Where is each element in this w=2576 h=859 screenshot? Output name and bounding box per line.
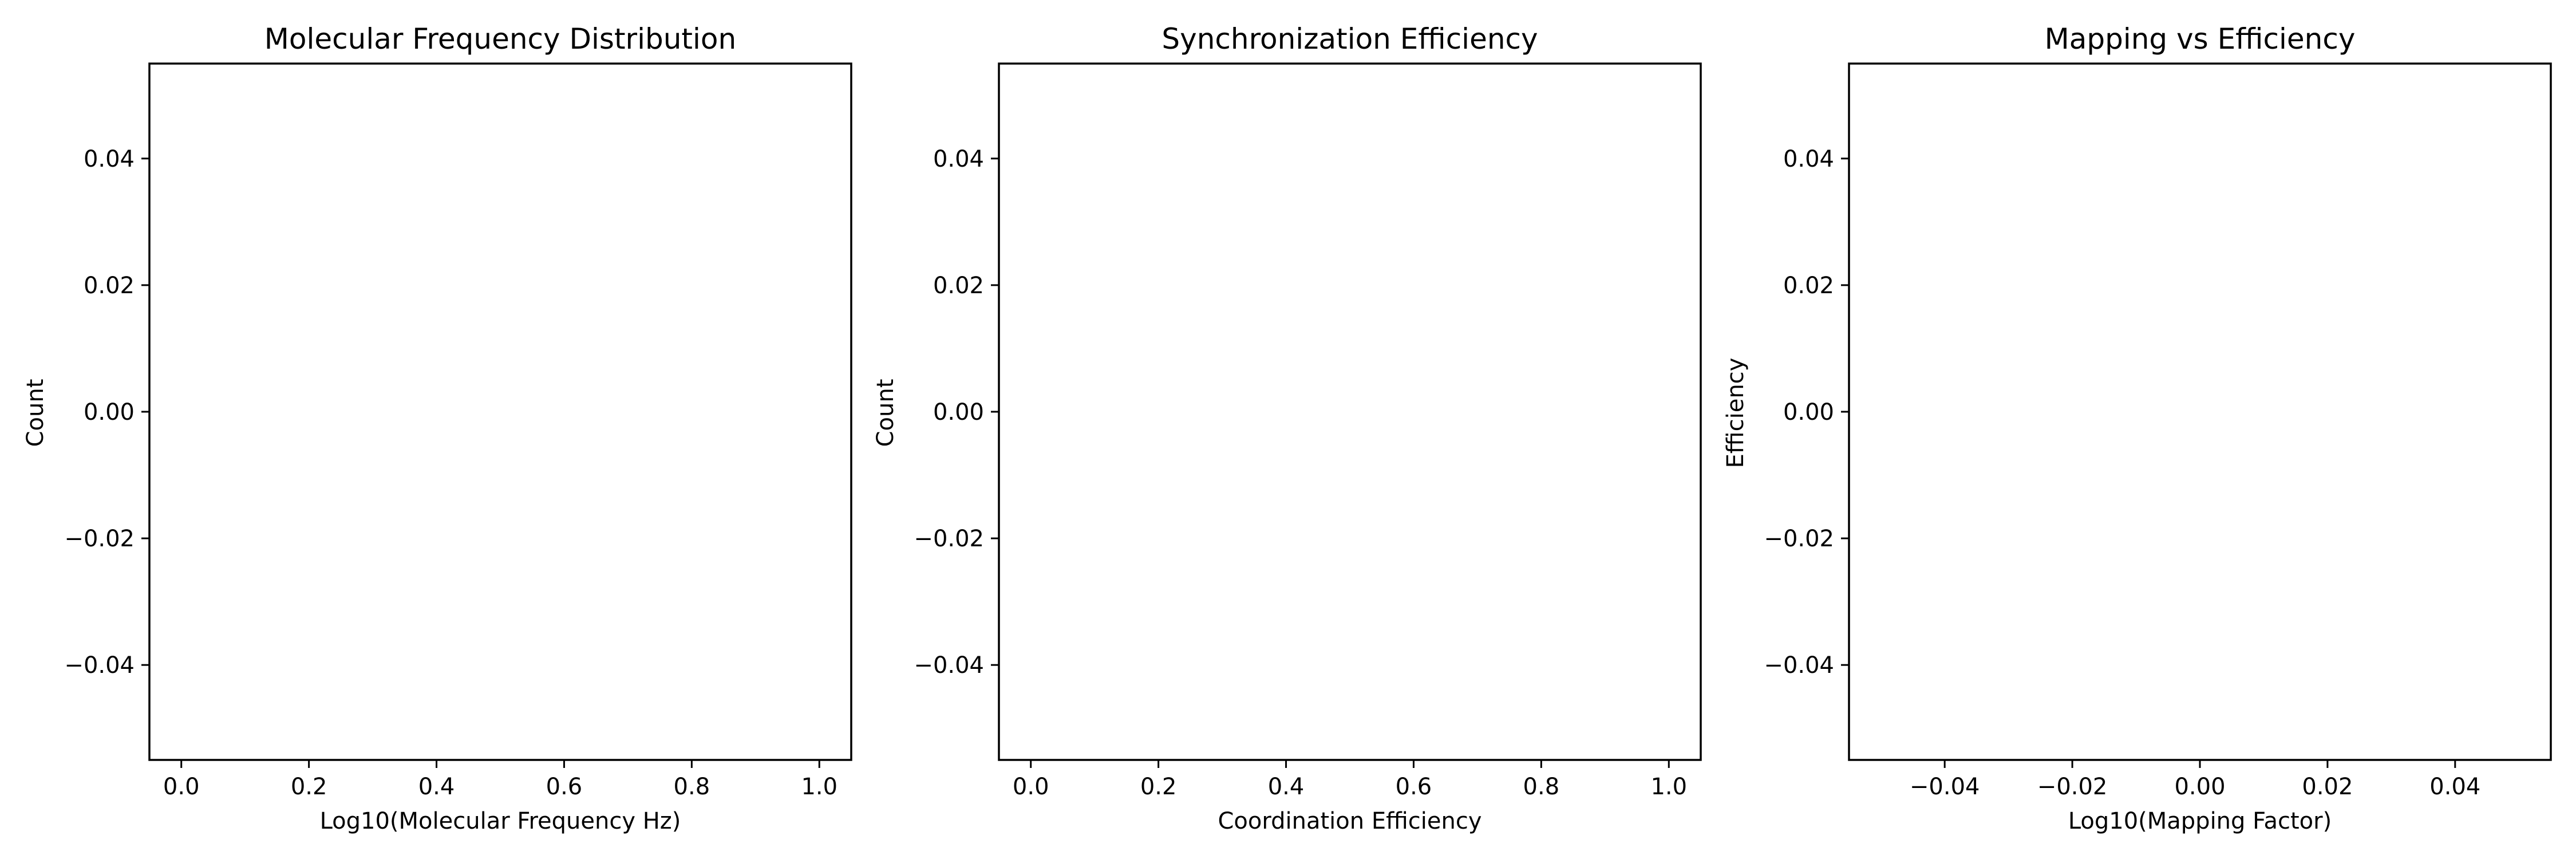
y-tick-label: 0.04 xyxy=(84,146,135,172)
x-axis-label: Log10(Mapping Factor) xyxy=(2068,808,2332,834)
y-tick-label: −0.02 xyxy=(1764,526,1834,552)
y-tick-label: 0.00 xyxy=(84,399,135,425)
chart-title: Synchronization Efficiency xyxy=(1161,22,1538,56)
y-tick-label: 0.02 xyxy=(933,273,984,299)
x-tick-label: −0.04 xyxy=(1910,774,1980,800)
y-tick-label: 0.04 xyxy=(1783,146,1834,172)
x-tick-label: 0.0 xyxy=(163,774,200,800)
y-axis-label: Count xyxy=(22,379,49,447)
ticks: 0.0 0.2 0.4 0.6 0.8 1.0 −0.04 −0.02 0.00 0.02 0.04 xyxy=(914,146,1687,800)
y-tick-label: 0.04 xyxy=(933,146,984,172)
x-axis-label: Coordination Efficiency xyxy=(1218,808,1482,834)
ticks: −0.04 −0.02 0.00 0.02 0.04 −0.04 −0.02 0.00 0.02… xyxy=(1764,146,2480,800)
x-tick-label: 0.0 xyxy=(1013,774,1049,800)
chart-title: Molecular Frequency Distribution xyxy=(264,22,736,56)
y-tick-label: −0.02 xyxy=(64,526,135,552)
chart-panel-mapping-vs-efficiency: Mapping vs Efficiency Log10(Mapping Fact… xyxy=(1722,22,2552,834)
plot-frame xyxy=(148,62,852,761)
plot-frame xyxy=(1848,62,2552,761)
x-tick-label: 1.0 xyxy=(801,774,837,800)
x-tick-label: 0.2 xyxy=(1140,774,1177,800)
x-tick-label: 1.0 xyxy=(1650,774,1687,800)
x-tick-label: 0.00 xyxy=(2174,774,2225,800)
x-tick-label: 0.6 xyxy=(546,774,583,800)
x-tick-label: 0.02 xyxy=(2302,774,2353,800)
x-tick-label: 0.8 xyxy=(1523,774,1560,800)
y-tick-label: 0.02 xyxy=(1783,273,1834,299)
chart-title: Mapping vs Efficiency xyxy=(2045,22,2356,56)
x-tick-label: 0.4 xyxy=(1268,774,1305,800)
x-tick-label: 0.8 xyxy=(674,774,710,800)
y-tick-label: 0.00 xyxy=(1783,399,1834,425)
x-tick-label: 0.2 xyxy=(291,774,327,800)
y-tick-label: −0.04 xyxy=(1764,652,1834,679)
y-tick-label: −0.04 xyxy=(914,652,984,679)
y-tick-label: −0.02 xyxy=(914,526,984,552)
plot-frame xyxy=(998,62,1702,761)
y-tick-label: −0.04 xyxy=(64,652,135,679)
x-axis-label: Log10(Molecular Frequency Hz) xyxy=(320,808,681,834)
x-tick-label: 0.04 xyxy=(2429,774,2480,800)
chart-panel-synchronization-efficiency: Synchronization Efficiency Coordination … xyxy=(872,22,1702,834)
y-axis-label: Efficiency xyxy=(1722,358,1749,468)
ticks: 0.0 0.2 0.4 0.6 0.8 1.0 −0.04 −0.02 0.00 0.02 0.04 xyxy=(64,146,837,800)
y-axis-label: Count xyxy=(872,379,899,447)
x-tick-label: 0.6 xyxy=(1396,774,1432,800)
y-tick-label: 0.00 xyxy=(933,399,984,425)
y-tick-label: 0.02 xyxy=(84,273,135,299)
x-tick-label: −0.02 xyxy=(2037,774,2108,800)
x-tick-label: 0.4 xyxy=(418,774,455,800)
chart-panel-molecular-frequency: Molecular Frequency Distribution Log10(M… xyxy=(22,22,852,834)
